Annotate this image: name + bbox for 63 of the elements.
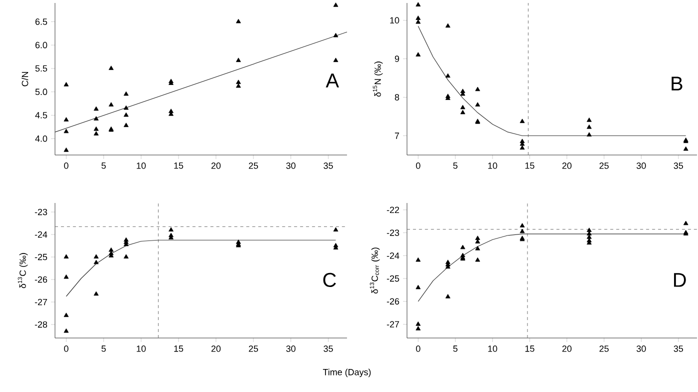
y-tick-label: -24 (386, 252, 400, 259)
y-tick-label: -24 (34, 231, 48, 238)
y-tick-label: -27 (34, 298, 48, 306)
x-tick-label: 30 (636, 346, 646, 352)
y-tick-label: 10 (390, 17, 400, 24)
x-tick-label: 25 (248, 346, 258, 352)
annotation: A (326, 74, 339, 88)
x-tick-label: 5 (102, 162, 106, 169)
x-tick-label: 35 (674, 346, 684, 352)
x-tick-label: 0 (416, 346, 420, 352)
x-tick-label: 35 (324, 162, 333, 169)
y-tick-label: -27 (386, 321, 400, 328)
x-tick-label: 20 (211, 346, 221, 352)
y-tick-label: -26 (386, 298, 400, 305)
x-tick-label: 25 (248, 162, 258, 169)
annotation: D (674, 273, 686, 287)
x-tick-label: 25 (600, 346, 609, 352)
y-tick-label: -26 (34, 276, 48, 283)
y-tick-label: -28 (34, 321, 48, 328)
x-tick-label: 15 (525, 162, 534, 169)
x-tick-label: 10 (488, 162, 498, 169)
x-tick-label: 35 (324, 346, 333, 352)
x-tick-label: 30 (636, 162, 646, 169)
y-axis-title: δ$^{15}$N (‰) (372, 62, 383, 97)
x-tick-label: 0 (64, 346, 68, 352)
x-tick-label: 20 (211, 162, 221, 169)
x-tick-label: 20 (562, 162, 572, 169)
annotation: B (672, 76, 682, 90)
x-tick-label: 0 (64, 162, 68, 169)
x-tick-label: 35 (674, 162, 684, 169)
x-axis-title: Time (Days) (322, 368, 371, 378)
annotation: C (323, 272, 336, 287)
x-tick-label: 20 (562, 346, 572, 352)
y-tick-label: 4.5 (35, 112, 48, 118)
x-tick-label: 10 (136, 162, 146, 169)
y-tick-label: 6.5 (35, 18, 48, 25)
y-axis-title: δ$^{13}$C$_{corr}$ (‰) (370, 248, 380, 294)
y-tick-label: 8 (394, 94, 400, 100)
y-tick-label: 5.0 (35, 88, 48, 96)
y-tick-label: -23 (386, 230, 400, 236)
x-tick-label: 15 (525, 346, 534, 352)
x-tick-label: 30 (286, 346, 296, 352)
x-tick-label: 5 (453, 162, 458, 169)
y-axis-title: C/N (22, 72, 28, 86)
x-tick-label: 10 (488, 346, 498, 352)
x-tick-label: 15 (174, 346, 184, 352)
y-tick-label: -23 (34, 208, 48, 216)
x-tick-label: 5 (102, 346, 106, 352)
y-tick-label: -25 (34, 254, 48, 260)
y-tick-label: 6.0 (35, 42, 48, 48)
x-tick-label: 30 (286, 162, 296, 169)
y-tick-label: 4.0 (35, 135, 48, 142)
y-tick-label: -25 (386, 275, 400, 282)
x-tick-label: 5 (453, 346, 458, 352)
y-tick-label: 5.5 (35, 65, 48, 72)
y-tick-label: 7 (394, 132, 400, 139)
x-tick-label: 0 (416, 162, 420, 169)
x-tick-label: 15 (174, 162, 184, 169)
y-tick-label: 9 (394, 56, 400, 62)
x-tick-label: 25 (600, 162, 609, 169)
x-tick-label: 10 (136, 346, 146, 352)
y-tick-label: -22 (386, 206, 400, 213)
y-axis-title: δ$^{13}$C (‰) (18, 253, 28, 288)
